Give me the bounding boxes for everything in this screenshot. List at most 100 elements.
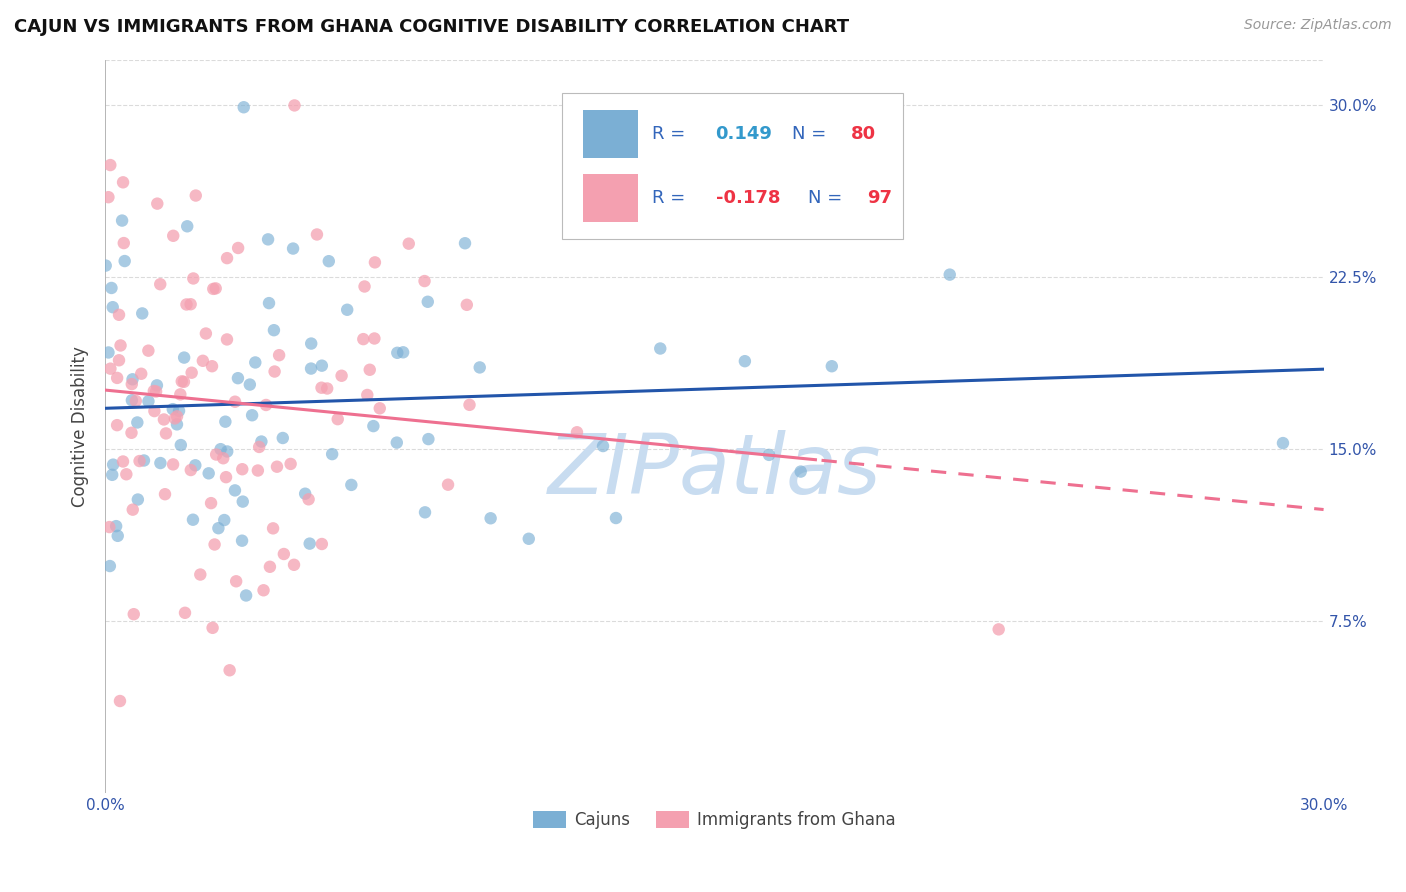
Point xyxy=(200,496,222,510)
Point xyxy=(413,505,436,519)
Point xyxy=(326,412,349,426)
Point xyxy=(579,206,602,220)
Point xyxy=(180,463,202,477)
Point xyxy=(1271,436,1294,450)
Point xyxy=(184,458,207,473)
Point xyxy=(246,463,269,477)
Point xyxy=(173,351,195,365)
Point xyxy=(356,388,378,402)
Point xyxy=(299,336,322,351)
Point xyxy=(94,259,117,273)
Point xyxy=(166,417,188,432)
Point xyxy=(305,227,328,242)
Point xyxy=(232,100,254,114)
Point xyxy=(108,694,131,708)
Point xyxy=(98,158,121,172)
Point xyxy=(605,511,627,525)
Point xyxy=(173,375,195,389)
Point xyxy=(121,425,143,440)
Point xyxy=(191,353,214,368)
Point xyxy=(363,331,385,345)
Point xyxy=(132,453,155,467)
Point xyxy=(167,404,190,418)
Legend: Cajuns, Immigrants from Ghana: Cajuns, Immigrants from Ghana xyxy=(526,804,903,836)
Bar xyxy=(583,110,638,158)
Point xyxy=(215,251,238,265)
Point xyxy=(247,440,270,454)
Point xyxy=(257,232,280,246)
Point xyxy=(143,404,166,418)
Point xyxy=(127,416,149,430)
Point xyxy=(215,470,238,484)
Text: Source: ZipAtlas.com: Source: ZipAtlas.com xyxy=(1244,18,1392,32)
Point xyxy=(111,213,134,227)
Point xyxy=(138,343,160,358)
Point xyxy=(107,529,129,543)
Point xyxy=(207,521,229,535)
Point xyxy=(359,363,381,377)
Point xyxy=(181,513,204,527)
Point xyxy=(197,467,219,481)
Point xyxy=(176,297,198,311)
Point xyxy=(321,447,343,461)
Point xyxy=(174,606,197,620)
Point xyxy=(224,394,246,409)
Point xyxy=(204,537,226,551)
Point xyxy=(121,372,143,386)
Point xyxy=(225,574,247,589)
Point xyxy=(112,175,135,189)
Point xyxy=(454,236,477,251)
Point xyxy=(170,375,193,389)
Point xyxy=(181,271,204,285)
Point xyxy=(166,409,188,424)
Point xyxy=(294,486,316,500)
Point xyxy=(121,377,143,392)
Point xyxy=(170,438,193,452)
Point xyxy=(387,346,409,360)
Point xyxy=(263,365,285,379)
Point xyxy=(224,483,246,498)
Point xyxy=(98,520,121,534)
Point xyxy=(789,465,811,479)
Point xyxy=(115,467,138,482)
Point xyxy=(128,454,150,468)
Point xyxy=(252,583,274,598)
Point xyxy=(163,411,186,425)
Point xyxy=(180,297,202,311)
Point xyxy=(232,494,254,508)
Text: R =: R = xyxy=(652,125,692,143)
Point xyxy=(650,342,672,356)
Point xyxy=(263,323,285,337)
Point xyxy=(479,511,502,525)
Point xyxy=(108,353,131,368)
Point xyxy=(153,412,176,426)
Point xyxy=(257,296,280,310)
Point xyxy=(98,559,121,574)
Point xyxy=(456,298,478,312)
Point xyxy=(437,477,460,491)
Point xyxy=(259,559,281,574)
Text: 0.149: 0.149 xyxy=(716,125,772,143)
Point xyxy=(231,533,253,548)
Point xyxy=(297,492,319,507)
Point xyxy=(734,354,756,368)
Point xyxy=(121,502,143,516)
Point xyxy=(105,418,128,433)
Point xyxy=(269,348,291,362)
Text: CAJUN VS IMMIGRANTS FROM GHANA COGNITIVE DISABILITY CORRELATION CHART: CAJUN VS IMMIGRANTS FROM GHANA COGNITIVE… xyxy=(14,18,849,36)
Y-axis label: Cognitive Disability: Cognitive Disability xyxy=(72,346,89,507)
Point xyxy=(209,442,232,457)
Point xyxy=(468,360,491,375)
Point xyxy=(111,454,134,468)
Point xyxy=(201,359,224,374)
Text: ZIPatlas: ZIPatlas xyxy=(547,430,882,510)
Point xyxy=(97,345,120,359)
Point xyxy=(149,277,172,292)
Point xyxy=(149,456,172,470)
Point xyxy=(231,462,253,476)
Point xyxy=(311,359,333,373)
Point xyxy=(226,241,249,255)
Point xyxy=(100,281,122,295)
Point xyxy=(353,279,375,293)
Point xyxy=(129,367,152,381)
